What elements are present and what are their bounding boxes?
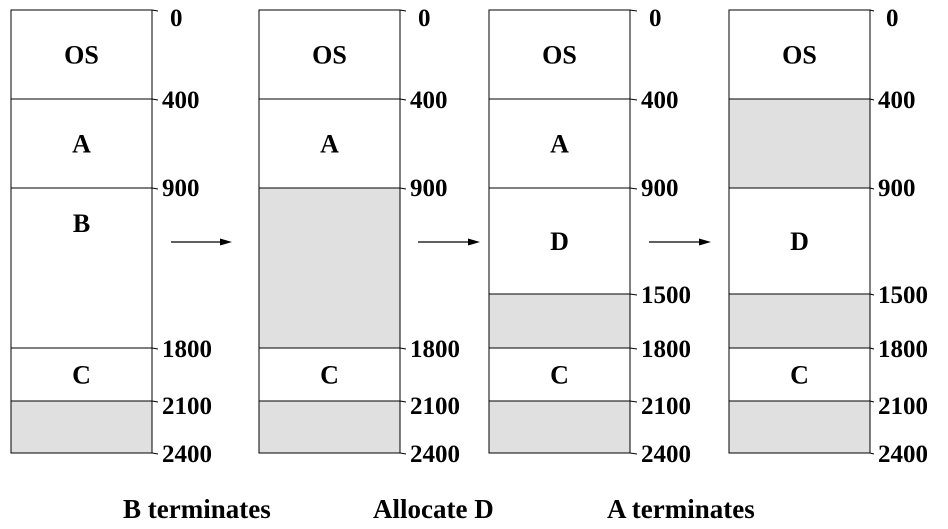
address-tick — [151, 452, 159, 455]
allocated-block — [10, 98, 153, 189]
free-memory-block — [728, 293, 871, 349]
address-label: 400 — [641, 87, 679, 114]
segment-label: OS — [782, 41, 817, 70]
segment-label: OS — [542, 41, 577, 70]
address-tick — [629, 9, 638, 12]
address-label: 400 — [410, 87, 448, 114]
segment-label: OS — [312, 41, 347, 70]
free-memory-block — [488, 400, 631, 454]
segment-label: A — [72, 130, 91, 159]
address-label: 0 — [649, 5, 662, 32]
address-tick — [869, 347, 875, 350]
allocated-block — [488, 347, 631, 402]
caption-allocate-d: Allocate D — [373, 494, 494, 524]
memory-state-1: OS A B C 0 400 900 1800 2100 2400 — [10, 5, 212, 468]
address-tick — [629, 187, 638, 190]
memory-state-3: OS A D C 0 400 900 1500 1800 2100 2400 — [488, 5, 691, 468]
address-label: 2400 — [410, 441, 460, 468]
segment-label: C — [320, 361, 339, 390]
segment-label: A — [550, 130, 569, 159]
address-tick — [869, 452, 875, 455]
address-label: 2100 — [410, 393, 460, 420]
address-label: 1800 — [641, 336, 691, 363]
address-label: 900 — [641, 175, 679, 202]
address-label: 2400 — [162, 441, 212, 468]
address-label: 400 — [162, 87, 200, 114]
address-tick — [869, 187, 875, 190]
address-label: 2100 — [878, 393, 928, 420]
allocated-block — [10, 347, 153, 402]
address-tick — [399, 400, 407, 403]
address-tick — [629, 452, 638, 455]
allocated-block — [728, 347, 871, 402]
transition-arrow-icon — [171, 238, 232, 246]
segment-label: C — [72, 361, 91, 390]
address-tick — [151, 400, 159, 403]
address-label: 0 — [886, 5, 899, 32]
transition-arrow-icon — [418, 238, 480, 246]
caption-a-terminates: A terminates — [607, 494, 755, 524]
address-label: 1500 — [641, 282, 691, 309]
address-tick — [151, 9, 159, 12]
address-label: 400 — [878, 87, 916, 114]
address-tick — [869, 400, 875, 403]
segment-label: D — [550, 227, 569, 256]
segment-label: A — [320, 130, 339, 159]
address-tick — [399, 347, 407, 350]
address-label: 1800 — [162, 336, 212, 363]
address-tick — [629, 293, 638, 296]
address-label: 2100 — [162, 393, 212, 420]
address-label: 0 — [418, 5, 431, 32]
address-tick — [629, 400, 638, 403]
allocated-block — [488, 187, 631, 295]
address-label: 1800 — [410, 336, 460, 363]
address-label: 1800 — [878, 336, 928, 363]
address-tick — [399, 187, 407, 190]
address-tick — [151, 187, 159, 190]
address-label: 1500 — [878, 282, 928, 309]
free-memory-block — [728, 400, 871, 454]
address-tick — [399, 9, 407, 12]
allocated-block — [728, 187, 871, 295]
address-tick — [629, 347, 638, 350]
address-tick — [399, 98, 407, 101]
memory-state-2: OS A C 0 400 900 1800 2100 2400 — [258, 5, 460, 468]
segment-label: C — [790, 361, 809, 390]
allocated-block — [488, 9, 631, 100]
address-label: 2400 — [641, 441, 691, 468]
address-tick — [869, 98, 875, 101]
address-tick — [869, 9, 875, 12]
free-memory-block — [10, 400, 153, 454]
caption-b-terminates: B terminates — [123, 494, 271, 524]
address-tick — [399, 452, 407, 455]
free-memory-block — [728, 98, 871, 189]
segment-label: D — [790, 227, 809, 256]
free-memory-block — [488, 293, 631, 349]
allocated-block — [258, 9, 401, 100]
allocated-block — [728, 9, 871, 100]
allocated-block — [258, 98, 401, 189]
address-tick — [629, 98, 638, 101]
free-memory-block — [258, 187, 401, 349]
free-memory-block — [258, 400, 401, 454]
address-label: 900 — [162, 175, 200, 202]
address-label: 900 — [878, 175, 916, 202]
allocated-block — [10, 187, 153, 349]
address-label: 0 — [170, 5, 183, 32]
address-tick — [151, 98, 159, 101]
address-label: 2100 — [641, 393, 691, 420]
address-tick — [869, 293, 875, 296]
allocated-block — [10, 9, 153, 100]
address-label: 900 — [410, 175, 448, 202]
segment-label: OS — [64, 41, 99, 70]
address-label: 2400 — [878, 441, 928, 468]
segment-label: B — [73, 209, 90, 238]
transition-arrow-icon — [649, 238, 711, 246]
address-tick — [151, 347, 159, 350]
memory-state-4: OS D C 0 400 900 1500 1800 2100 2400 — [728, 5, 928, 468]
segment-label: C — [550, 361, 569, 390]
